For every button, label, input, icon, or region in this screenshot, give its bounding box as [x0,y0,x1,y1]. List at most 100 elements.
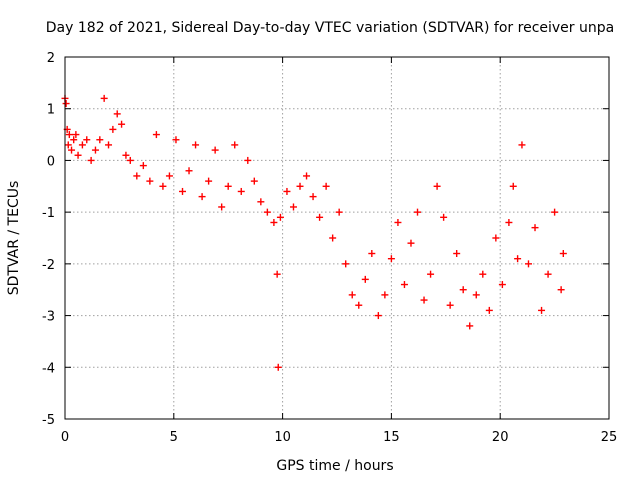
data-point [414,208,422,216]
data-point [105,141,113,149]
data-point [335,208,343,216]
data-point [87,156,95,164]
data-point [514,255,522,263]
data-point [113,110,121,118]
data-point [273,270,281,278]
data-point [152,131,160,139]
data-point [139,162,147,170]
x-tick-label: 15 [383,430,400,445]
x-tick-label: 5 [170,430,178,445]
data-point [289,203,297,211]
data-point [263,208,271,216]
data-point [96,136,104,144]
data-point [524,260,532,268]
data-point [198,193,206,201]
data-point [309,193,317,201]
data-point [303,172,311,180]
data-point [179,187,187,195]
data-point [509,182,517,190]
data-point [466,322,474,330]
y-tick-label: -3 [42,310,55,325]
data-point [276,213,284,221]
x-tick-label: 25 [601,430,618,445]
data-point [361,275,369,283]
data-point [407,239,415,247]
data-point [257,198,265,206]
data-point [551,208,559,216]
data-point [100,94,108,102]
data-point [485,306,493,314]
x-tick-label: 20 [492,430,509,445]
data-point [159,182,167,190]
data-point [394,218,402,226]
data-point [205,177,213,185]
x-axis-label: GPS time / hours [276,458,393,474]
plot-frame [64,56,610,420]
grid-lines [65,57,609,419]
data-point [211,146,219,154]
data-point [274,363,282,371]
chart-title: Day 182 of 2021, Sidereal Day-to-day VTE… [46,20,614,36]
data-point [446,301,454,309]
data-point [387,255,395,263]
y-tick-label: -4 [42,361,55,376]
data-point [316,213,324,221]
x-tick-label: 10 [274,430,291,445]
data-point [83,136,91,144]
data-point [544,270,552,278]
data-point [172,136,180,144]
y-tick-label: -1 [42,206,55,221]
data-point [118,120,126,128]
data-point [109,125,117,133]
y-tick-label: 0 [47,154,55,169]
data-point [185,167,193,175]
data-point [64,141,72,149]
data-point [218,203,226,211]
data-point [472,291,480,299]
data-point [559,250,567,258]
data-point [498,281,506,289]
data-point [400,281,408,289]
data-point [224,182,232,190]
data-point [342,260,350,268]
data-point [68,146,76,154]
data-point [453,250,461,258]
axes: 0 5 10 15 20 25 -5 -4 -3 -2 -1 0 1 2 [42,51,617,445]
data-point [381,291,389,299]
y-axis-label: SDTVAR / TECUs [6,181,22,296]
data-point [126,156,134,164]
data-point [74,151,82,159]
data-point [355,301,363,309]
data-point [192,141,200,149]
data-point [283,187,291,195]
data-point [348,291,356,299]
y-tick-label: -5 [42,413,55,428]
data-point [479,270,487,278]
data-point [505,218,513,226]
data-point [231,141,239,149]
data-point [91,146,99,154]
data-point [368,250,376,258]
data-point [518,141,526,149]
data-point [427,270,435,278]
data-point [374,312,382,320]
y-tick-label: -2 [42,258,55,273]
data-point [433,182,441,190]
data-point [70,136,78,144]
data-point [78,141,86,149]
data-point [531,224,539,232]
data-point [322,182,330,190]
data-point [250,177,258,185]
data-point [270,218,278,226]
x-tick-label: 0 [61,430,69,445]
data-point [237,187,245,195]
data-point [146,177,154,185]
data-point [296,182,304,190]
data-point [557,286,565,294]
data-point [492,234,500,242]
data-point [440,213,448,221]
data-point [538,306,546,314]
data-point [459,286,467,294]
data-point [244,156,252,164]
